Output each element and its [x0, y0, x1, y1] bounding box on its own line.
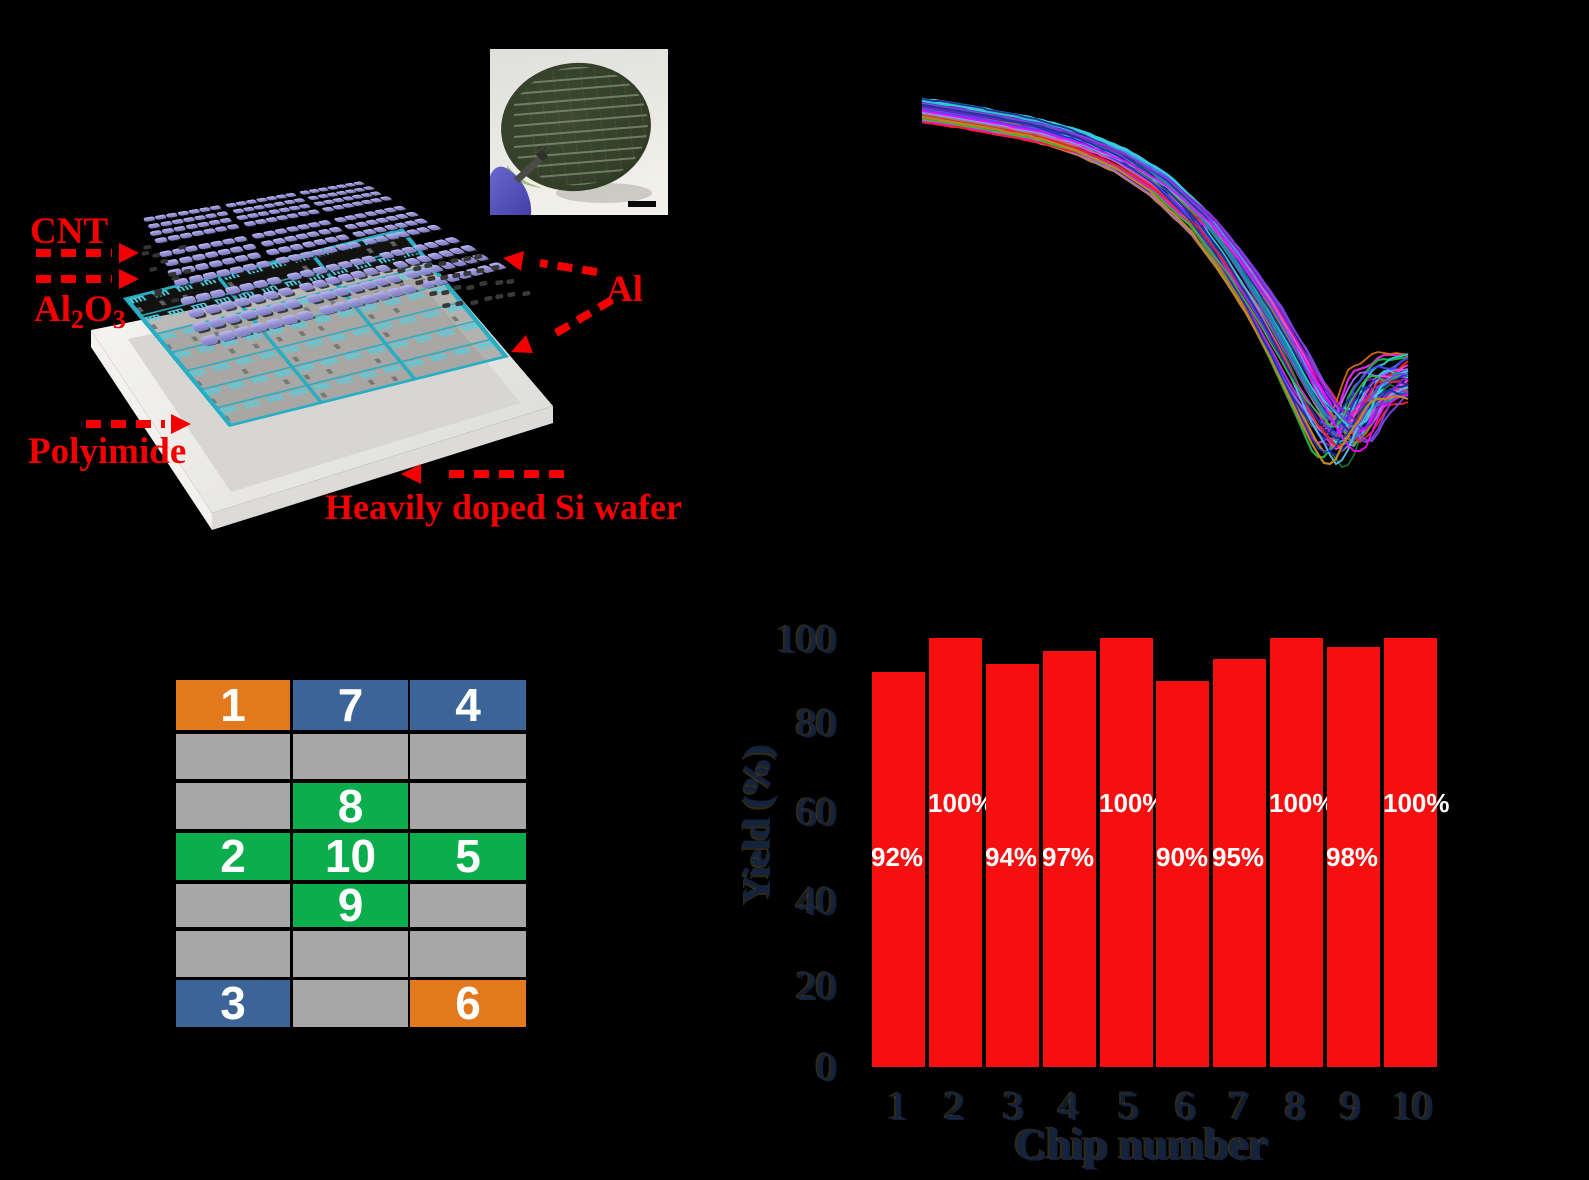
svg-text:Heavily doped Si wafer: Heavily doped Si wafer	[325, 487, 682, 527]
svg-text:Al2O3: Al2O3	[34, 289, 126, 334]
svg-text:Al: Al	[606, 269, 643, 310]
svg-text:Polyimide: Polyimide	[28, 431, 186, 472]
svg-text:CNT: CNT	[30, 211, 108, 252]
